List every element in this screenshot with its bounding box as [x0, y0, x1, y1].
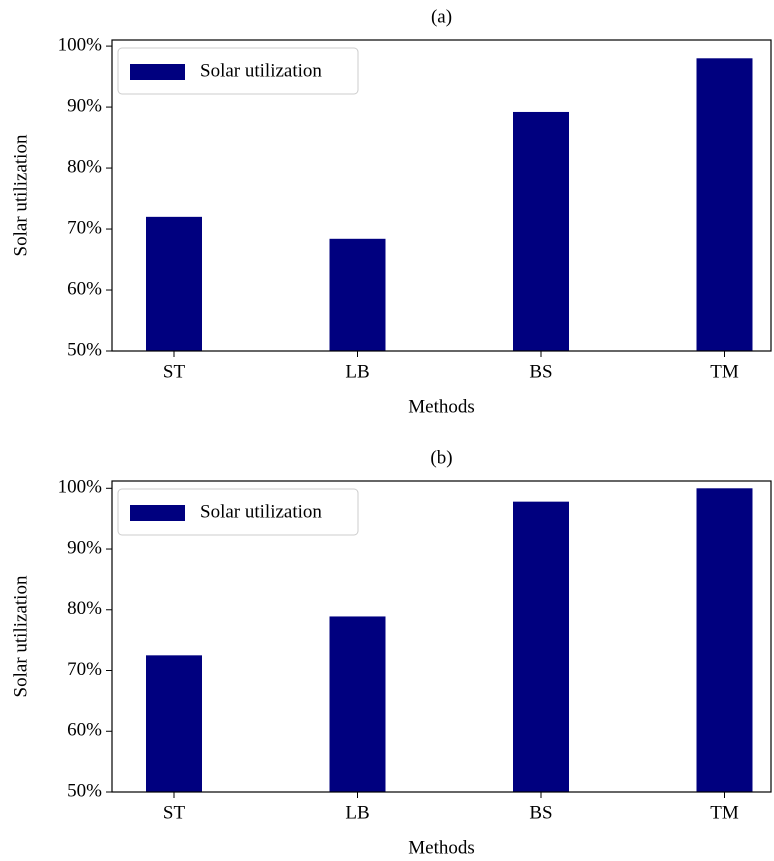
x-tick-label: LB — [345, 361, 369, 382]
y-tick-label: 100% — [58, 477, 103, 498]
y-tick-label: 60% — [67, 278, 102, 299]
bar — [329, 238, 386, 351]
y-axis-label: Solar utilization — [10, 575, 31, 697]
y-axis-label: Solar utilization — [10, 134, 31, 256]
bar — [513, 501, 569, 792]
y-tick-label: 90% — [67, 537, 102, 558]
y-tick-label: 60% — [67, 720, 102, 741]
x-tick-label: ST — [163, 802, 186, 823]
legend-label: Solar utilization — [200, 60, 322, 81]
y-tick-label: 50% — [67, 780, 102, 801]
y-tick-label: 50% — [67, 339, 102, 360]
axes-frame — [111, 480, 772, 793]
bar — [696, 488, 753, 792]
y-tick-label: 80% — [67, 598, 102, 619]
legend-swatch — [130, 505, 185, 521]
legend-label: Solar utilization — [200, 501, 322, 522]
bar — [696, 58, 753, 351]
y-tick-label: 70% — [67, 659, 102, 680]
chart-title: (a) — [431, 6, 452, 27]
legend-swatch — [130, 64, 185, 80]
legend-box — [117, 47, 359, 95]
x-tick-label: LB — [345, 802, 369, 823]
x-tick-label: TM — [710, 802, 739, 823]
x-tick-label: BS — [529, 802, 552, 823]
x-tick-label: ST — [163, 361, 186, 382]
bar — [513, 111, 569, 351]
bar — [146, 216, 202, 351]
bar — [329, 616, 386, 792]
x-tick-label: BS — [529, 361, 552, 382]
bar — [146, 655, 202, 792]
y-tick-label: 80% — [67, 156, 102, 177]
axes-frame — [111, 39, 772, 352]
y-tick-label: 100% — [58, 34, 103, 55]
x-tick-label: TM — [710, 361, 739, 382]
y-tick-label: 90% — [67, 95, 102, 116]
chart-title: (b) — [430, 447, 452, 468]
legend-box — [117, 488, 359, 536]
x-axis-label: Methods — [408, 396, 475, 417]
x-axis-label: Methods — [408, 837, 475, 858]
y-tick-label: 70% — [67, 217, 102, 238]
